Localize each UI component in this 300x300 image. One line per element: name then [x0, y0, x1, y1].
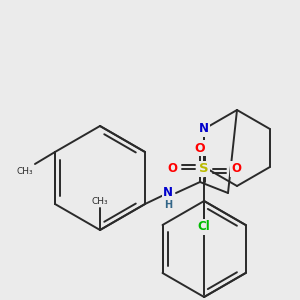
Text: CH₃: CH₃: [92, 197, 108, 206]
Text: O: O: [167, 163, 177, 176]
Text: O: O: [231, 163, 241, 176]
Text: S: S: [199, 163, 209, 176]
Text: Cl: Cl: [198, 220, 211, 233]
Text: N: N: [163, 187, 173, 200]
Text: CH₃: CH₃: [17, 167, 33, 176]
Text: N: N: [199, 122, 209, 136]
Text: H: H: [164, 200, 172, 210]
Text: O: O: [195, 142, 205, 154]
